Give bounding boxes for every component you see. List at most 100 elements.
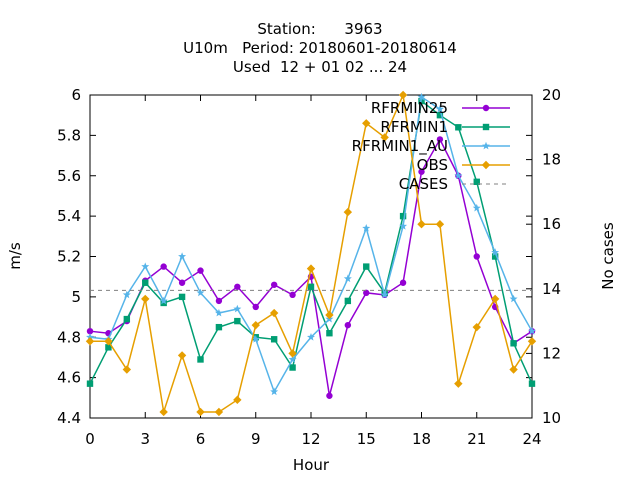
y2-tick-label: 12 — [542, 344, 561, 362]
series-line-rfrmin1-au — [89, 95, 533, 394]
x-tick-label: 12 — [301, 430, 320, 448]
legend-swatch-marker — [482, 123, 490, 131]
data-point-rfrmin1-au — [178, 252, 187, 260]
legend-label: CASES — [399, 175, 448, 193]
series-line-obs — [90, 92, 533, 413]
data-point-rfrmin25 — [418, 168, 425, 175]
data-point-rfrmin25 — [215, 297, 223, 305]
data-point-obs — [141, 294, 150, 304]
data-point-obs — [490, 294, 500, 304]
data-point-rfrmin1-au — [380, 290, 389, 299]
data-point-rfrmin1 — [528, 380, 536, 387]
legend-label: RFRMIN1_AU — [352, 137, 448, 156]
y-tick-label: 4.4 — [57, 409, 81, 427]
x-tick-label: 3 — [140, 430, 150, 448]
data-point-rfrmin1 — [234, 317, 241, 325]
data-point-obs — [306, 264, 316, 273]
data-point-rfrmin1-au — [362, 224, 371, 232]
data-point-rfrmin1-au — [251, 335, 260, 343]
legend-item-rfrmin1-au: RFRMIN1_AU — [352, 137, 510, 156]
y2-tick-label: 20 — [542, 86, 561, 104]
y-tick-label: 5 — [71, 288, 81, 306]
data-point-rfrmin1-au — [509, 294, 518, 303]
data-point-rfrmin1-au — [472, 203, 481, 212]
x-axis-label: Hour — [293, 456, 330, 474]
legend-item-cases: CASES — [399, 175, 510, 193]
data-point-rfrmin1 — [142, 279, 149, 286]
data-point-obs — [325, 310, 334, 320]
data-point-rfrmin1 — [344, 297, 352, 305]
data-point-rfrmin1-au — [233, 304, 242, 313]
data-point-obs — [509, 365, 518, 374]
data-point-obs — [269, 308, 279, 318]
legend-label: OBS — [417, 156, 448, 174]
data-point-rfrmin25 — [252, 303, 259, 311]
data-point-rfrmin1 — [197, 356, 204, 363]
data-point-rfrmin25 — [178, 279, 186, 286]
legend-swatch-marker — [482, 104, 490, 112]
data-point-rfrmin1-au — [491, 248, 500, 256]
data-point-obs — [159, 407, 168, 417]
data-point-obs — [472, 322, 481, 332]
y2-tick-label: 16 — [542, 215, 561, 233]
data-point-obs — [177, 351, 187, 360]
y-tick-label: 5.6 — [57, 167, 81, 185]
x-tick-label: 9 — [251, 430, 261, 448]
data-point-rfrmin1 — [399, 212, 407, 220]
data-point-rfrmin1 — [491, 253, 499, 260]
data-point-rfrmin1 — [363, 263, 370, 270]
data-point-obs — [362, 119, 371, 128]
legend-label: RFRMIN1 — [380, 118, 448, 136]
y-tick-label: 5.8 — [57, 126, 81, 144]
x-tick-label: 21 — [467, 430, 486, 448]
data-point-rfrmin1-au — [528, 326, 536, 335]
data-point-obs — [417, 220, 426, 229]
series-line-rfrmin1 — [89, 99, 533, 385]
y-axis-label: m/s — [6, 242, 24, 270]
data-point-rfrmin25 — [270, 281, 278, 288]
legend-item-rfrmin25: RFRMIN25 — [371, 99, 510, 117]
data-point-rfrmin1-au — [159, 296, 168, 305]
data-point-rfrmin25 — [326, 392, 333, 399]
y2-tick-label: 10 — [542, 409, 561, 427]
data-point-rfrmin25 — [363, 289, 370, 297]
data-point-rfrmin1-au — [435, 104, 444, 113]
y2-tick-label: 14 — [542, 280, 561, 298]
data-point-rfrmin1 — [289, 364, 296, 371]
data-point-obs — [435, 220, 445, 229]
title-station: Station: 3963 — [257, 20, 383, 38]
title-used-hours: Used 12 + 01 02 ... 24 — [232, 58, 408, 76]
data-point-rfrmin1 — [86, 380, 94, 387]
y-tick-label: 4.6 — [57, 369, 81, 387]
data-point-obs — [233, 395, 242, 405]
data-point-obs — [214, 407, 224, 417]
data-point-rfrmin1 — [326, 330, 333, 337]
y-tick-label: 6 — [71, 86, 81, 104]
y-tick-label: 5.4 — [57, 207, 81, 225]
title-variable-period: U10m Period: 20180601-20180614 — [183, 39, 457, 57]
data-point-rfrmin1-au — [399, 222, 408, 230]
data-point-rfrmin1-au — [454, 171, 463, 180]
series-rfrmin1 — [86, 97, 536, 387]
x-axis: 0 3 6 9 12 15 18 21 24 — [85, 95, 542, 448]
data-point-obs — [527, 337, 537, 346]
data-point-rfrmin25 — [197, 267, 204, 274]
data-point-rfrmin1-au — [270, 387, 279, 396]
data-point-obs — [343, 207, 353, 217]
data-point-rfrmin1 — [105, 344, 112, 351]
y2-axis: 10 12 14 16 18 20 — [526, 86, 561, 427]
data-point-rfrmin1-au — [307, 333, 315, 341]
data-point-rfrmin25 — [399, 279, 407, 286]
data-point-rfrmin25 — [160, 263, 167, 270]
data-point-rfrmin1 — [270, 336, 278, 343]
x-tick-label: 15 — [357, 430, 376, 448]
x-tick-label: 6 — [196, 430, 206, 448]
data-point-obs — [251, 320, 260, 330]
data-point-rfrmin1 — [455, 124, 462, 131]
data-point-obs — [122, 365, 132, 374]
data-point-obs — [454, 379, 463, 388]
y-tick-label: 4.8 — [57, 328, 81, 346]
x-tick-label: 0 — [85, 430, 95, 448]
